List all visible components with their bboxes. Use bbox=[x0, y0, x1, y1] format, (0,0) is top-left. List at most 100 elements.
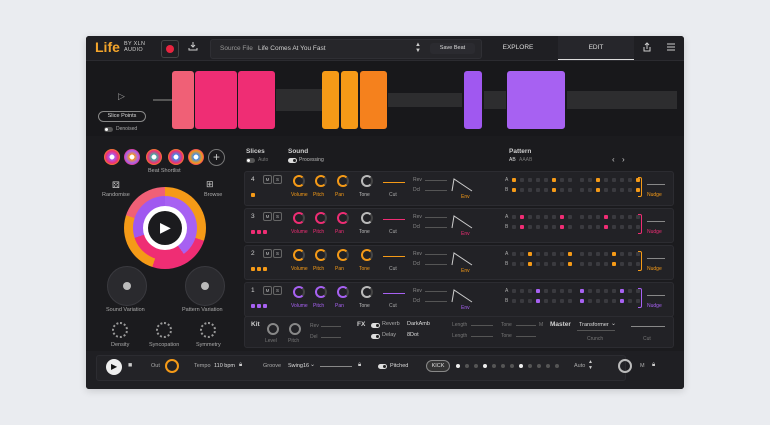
pattern-step[interactable] bbox=[520, 289, 524, 293]
pattern-step[interactable] bbox=[604, 215, 608, 219]
pattern-step[interactable] bbox=[568, 225, 572, 229]
pattern-step[interactable] bbox=[628, 225, 632, 229]
pattern-step[interactable] bbox=[536, 289, 540, 293]
lane-knob[interactable] bbox=[293, 212, 305, 224]
mute-button[interactable]: M bbox=[263, 286, 272, 295]
pattern-step[interactable] bbox=[620, 188, 624, 192]
pattern-step[interactable] bbox=[620, 289, 624, 293]
dcl-slider[interactable] bbox=[425, 264, 447, 265]
slice-segment[interactable] bbox=[172, 71, 194, 129]
pattern-step[interactable] bbox=[568, 252, 572, 256]
pattern-step[interactable] bbox=[560, 188, 564, 192]
lane-knob[interactable] bbox=[293, 249, 305, 261]
pattern-step[interactable] bbox=[604, 188, 608, 192]
beat-thumb[interactable] bbox=[188, 149, 204, 165]
pattern-step[interactable] bbox=[520, 252, 524, 256]
sound-variation-knob[interactable] bbox=[107, 266, 147, 306]
slices-auto-toggle[interactable] bbox=[246, 158, 255, 163]
pattern-step[interactable] bbox=[628, 299, 632, 303]
pattern-step[interactable] bbox=[620, 299, 624, 303]
kick-button[interactable]: KICK bbox=[426, 360, 450, 372]
pattern-step[interactable] bbox=[552, 215, 556, 219]
denoised-toggle[interactable] bbox=[104, 127, 113, 132]
slice-chip[interactable] bbox=[263, 304, 267, 308]
pattern-step[interactable] bbox=[560, 289, 564, 293]
envelope-graph[interactable] bbox=[451, 252, 473, 266]
kit-rev-slider[interactable] bbox=[321, 326, 341, 327]
slice-segment[interactable] bbox=[360, 71, 387, 129]
pattern-step[interactable] bbox=[528, 188, 532, 192]
out-knob[interactable] bbox=[165, 359, 179, 373]
pattern-step[interactable] bbox=[580, 178, 584, 182]
lane-knob[interactable] bbox=[337, 286, 349, 298]
pattern-step[interactable] bbox=[528, 262, 532, 266]
delay-length-slider[interactable] bbox=[471, 336, 493, 337]
menu-icon[interactable] bbox=[664, 42, 678, 55]
pattern-step[interactable] bbox=[588, 178, 592, 182]
pattern-step[interactable] bbox=[612, 188, 616, 192]
pattern-step[interactable] bbox=[536, 215, 540, 219]
pattern-step[interactable] bbox=[588, 289, 592, 293]
pattern-step[interactable] bbox=[560, 178, 564, 182]
randomise-label[interactable]: Randomise bbox=[102, 192, 130, 198]
pattern-step[interactable] bbox=[520, 188, 524, 192]
slice-chip[interactable] bbox=[251, 193, 255, 197]
kick-step[interactable] bbox=[465, 364, 469, 368]
source-file-box[interactable]: Source File Life Comes At You Fast ▲ ▼ Sa… bbox=[210, 39, 482, 59]
pattern-step[interactable] bbox=[520, 262, 524, 266]
pattern-step[interactable] bbox=[604, 289, 608, 293]
mute-button[interactable]: M bbox=[263, 175, 272, 184]
dice-icon[interactable]: ⚄ bbox=[112, 180, 120, 190]
pattern-step[interactable] bbox=[588, 215, 592, 219]
slice-chip[interactable] bbox=[257, 267, 261, 271]
record-button[interactable] bbox=[161, 40, 179, 58]
pattern-step[interactable] bbox=[560, 252, 564, 256]
kick-step[interactable] bbox=[492, 364, 496, 368]
pattern-step[interactable] bbox=[512, 178, 516, 182]
lane-knob[interactable] bbox=[315, 175, 327, 187]
pattern-step[interactable] bbox=[536, 178, 540, 182]
pattern-step[interactable] bbox=[612, 215, 616, 219]
density-knob[interactable] bbox=[112, 322, 128, 338]
kit-pitch-knob[interactable] bbox=[289, 323, 301, 335]
mute-button[interactable]: M bbox=[263, 212, 272, 221]
pattern-step[interactable] bbox=[604, 299, 608, 303]
pattern-step[interactable] bbox=[588, 252, 592, 256]
chevron-down-icon[interactable]: ⌄ bbox=[310, 362, 316, 368]
pattern-step[interactable] bbox=[552, 299, 556, 303]
master-out-knob[interactable] bbox=[618, 359, 632, 373]
pattern-step[interactable] bbox=[628, 188, 632, 192]
envelope-graph[interactable] bbox=[451, 215, 473, 229]
pattern-step[interactable] bbox=[544, 262, 548, 266]
kick-step[interactable] bbox=[483, 364, 487, 368]
nudge-slider[interactable] bbox=[647, 184, 665, 185]
pattern-step[interactable] bbox=[536, 299, 540, 303]
solo-button[interactable]: S bbox=[273, 212, 282, 221]
pattern-step[interactable] bbox=[580, 262, 584, 266]
kick-step[interactable] bbox=[528, 364, 532, 368]
pattern-step[interactable] bbox=[536, 262, 540, 266]
pattern-step[interactable] bbox=[568, 188, 572, 192]
symmetry-knob[interactable] bbox=[200, 322, 216, 338]
pattern-step[interactable] bbox=[612, 252, 616, 256]
pattern-step[interactable] bbox=[580, 215, 584, 219]
lane-knob[interactable] bbox=[315, 212, 327, 224]
pattern-step[interactable] bbox=[520, 215, 524, 219]
pattern-step[interactable] bbox=[620, 215, 624, 219]
lock-icon[interactable]: 🔒︎ bbox=[239, 362, 243, 368]
pattern-step[interactable] bbox=[560, 262, 564, 266]
pattern-step[interactable] bbox=[512, 289, 516, 293]
pattern-step[interactable] bbox=[596, 299, 600, 303]
pattern-step[interactable] bbox=[544, 252, 548, 256]
solo-button[interactable]: S bbox=[273, 175, 282, 184]
pattern-step[interactable] bbox=[552, 188, 556, 192]
pattern-step[interactable] bbox=[596, 262, 600, 266]
pattern-step[interactable] bbox=[596, 289, 600, 293]
slice-points-button[interactable]: Slice Points bbox=[98, 111, 146, 122]
tab-edit[interactable]: EDIT bbox=[558, 36, 634, 60]
reverb-length-slider[interactable] bbox=[471, 325, 493, 326]
pattern-ab-option[interactable]: AB bbox=[509, 157, 516, 163]
mute-button[interactable]: M bbox=[263, 249, 272, 258]
lane-knob[interactable] bbox=[315, 286, 327, 298]
lane-knob[interactable] bbox=[337, 175, 349, 187]
